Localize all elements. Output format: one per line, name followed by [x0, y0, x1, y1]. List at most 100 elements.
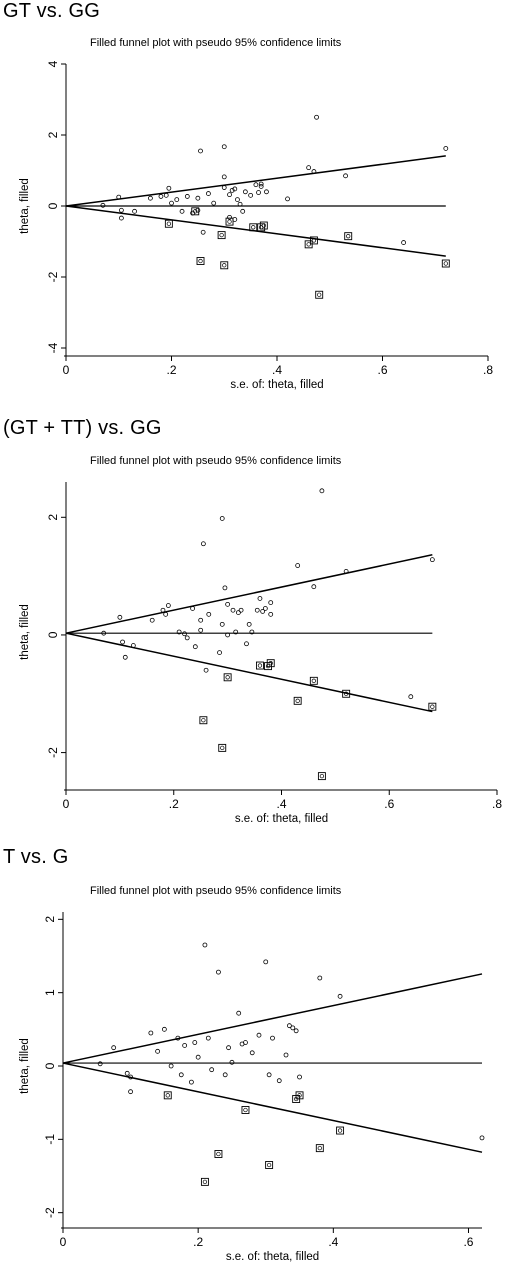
filled-study-square [214, 1150, 223, 1158]
upper-confidence-limit [62, 973, 483, 1064]
x-tick-label: .4 [272, 363, 282, 377]
study-point [242, 189, 248, 195]
filled-study-circle [225, 675, 230, 680]
filled-study-circle [265, 663, 271, 669]
filled-study-circle [311, 238, 317, 243]
study-point [276, 1078, 282, 1084]
filled-study-square [200, 1177, 209, 1186]
study-point [227, 192, 232, 198]
study-point [221, 174, 227, 180]
filled-study-circle [297, 1093, 302, 1098]
study-point [178, 1072, 184, 1078]
filled-study-square [342, 689, 351, 698]
filled-study-point [344, 232, 353, 241]
filled-study-square [191, 207, 200, 216]
filled-study-circle [222, 263, 227, 268]
y-axis-label: theta, filled [19, 178, 31, 234]
filled-study-point [191, 207, 200, 216]
study-point [286, 1023, 292, 1029]
filled-study-circle [430, 704, 435, 709]
study-point [184, 635, 190, 641]
study-point [311, 169, 317, 174]
x-axis-label: s.e. of: theta, filled [226, 1251, 319, 1263]
study-point [290, 1025, 296, 1031]
filled-study-point [220, 261, 229, 270]
filled-study-circle [227, 219, 232, 224]
filled-study-circle [193, 209, 198, 214]
study-point [311, 584, 317, 590]
study-point [184, 194, 190, 199]
study-point [253, 182, 259, 188]
filled-study-point [315, 1144, 324, 1153]
study-point [198, 617, 204, 623]
study-point [206, 611, 212, 617]
filled-study-point [256, 661, 264, 670]
filled-study-circle [243, 1107, 248, 1113]
filled-study-square [164, 219, 173, 228]
funnel-plot-t-vs-g: Filled funnel plot with pseudo 95% confi… [19, 885, 485, 1263]
study-point [111, 1045, 117, 1051]
study-point [130, 643, 136, 648]
filled-study-point [163, 1091, 172, 1100]
filled-study-square [223, 673, 232, 682]
study-point [337, 993, 343, 999]
x-tick-label: .6 [377, 363, 387, 377]
filled-study-square [309, 676, 318, 685]
study-point [232, 186, 238, 192]
filled-study-square [220, 261, 229, 270]
x-tick-label: .2 [166, 363, 176, 377]
y-tick-label: -4 [46, 342, 60, 353]
filled-study-square [336, 1126, 345, 1135]
study-point [243, 1040, 248, 1045]
study-point [235, 610, 241, 615]
study-point [219, 516, 225, 521]
filled-study-point [200, 1177, 209, 1186]
study-point [270, 1035, 275, 1041]
study-point [249, 629, 255, 635]
filled-study-square [199, 716, 208, 725]
funnel-plot-gt-tt-vs-gg: Filled funnel plot with pseudo 95% confi… [19, 455, 502, 825]
study-point [257, 596, 263, 601]
filled-study-circle [268, 661, 273, 666]
y-tick-label: -2 [46, 271, 60, 282]
study-point [217, 650, 222, 655]
study-point [202, 942, 208, 948]
y-tick-label: 0 [43, 1062, 57, 1069]
study-point [122, 654, 128, 660]
filled-study-point [309, 676, 318, 685]
y-tick-label: -1 [43, 1134, 57, 1145]
study-point [262, 606, 268, 611]
lower-confidence-limit [65, 632, 433, 713]
y-tick-label: 2 [46, 514, 60, 521]
filled-study-point [214, 1150, 223, 1158]
study-point [163, 611, 169, 617]
filled-study-square [217, 231, 226, 240]
filled-study-circle [337, 1128, 343, 1133]
filled-study-circle [219, 232, 224, 238]
filled-study-circle [346, 234, 351, 239]
filled-study-point [266, 659, 275, 668]
study-point [295, 563, 301, 568]
study-point [230, 607, 236, 613]
x-tick-label: 0 [63, 797, 70, 811]
study-point [226, 1045, 231, 1051]
study-point [240, 208, 246, 214]
study-point [192, 644, 198, 650]
study-point [198, 627, 204, 633]
x-tick-label: 0 [60, 1235, 67, 1249]
study-point [233, 629, 239, 635]
filled-study-point [295, 1091, 304, 1100]
filled-study-circle [216, 1151, 221, 1157]
filled-study-circle [443, 261, 448, 266]
study-point [343, 173, 348, 179]
plot-title: Filled funnel plot with pseudo 95% confi… [90, 885, 342, 897]
x-tick-label: .8 [483, 363, 493, 377]
study-point [149, 617, 155, 623]
study-point [401, 240, 407, 245]
filled-study-circle [319, 773, 325, 779]
study-point [237, 201, 243, 207]
y-tick-label: 0 [46, 631, 60, 638]
study-point [222, 585, 228, 591]
study-point [203, 667, 209, 673]
filled-study-point [265, 1161, 274, 1169]
